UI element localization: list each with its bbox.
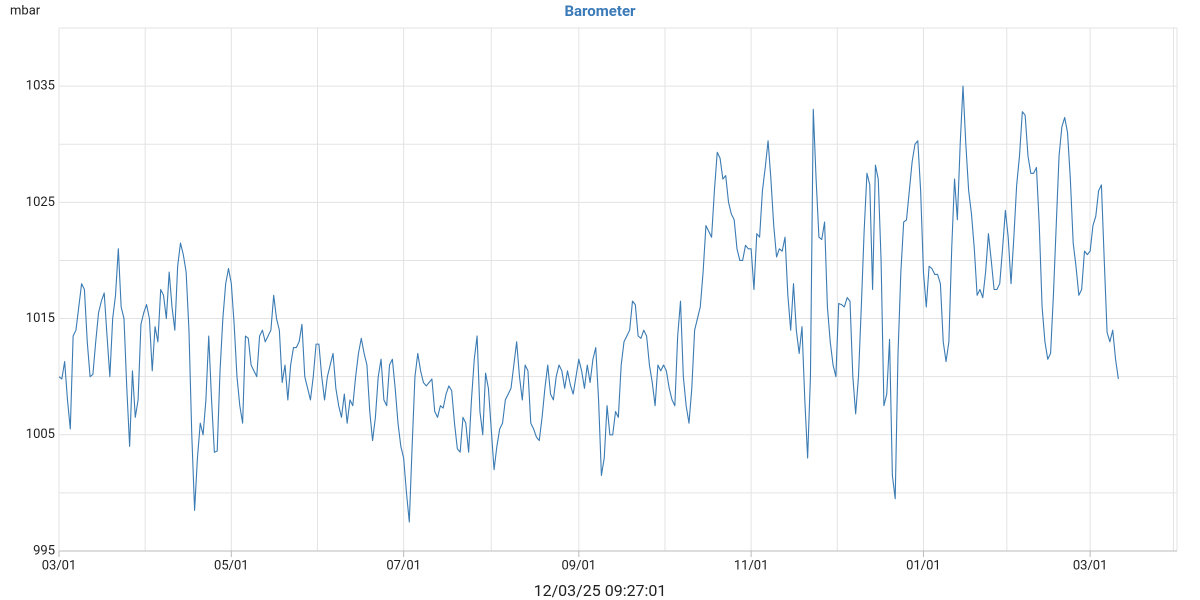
y-tick-label: 1035	[26, 79, 55, 94]
chart-title: Barometer	[564, 2, 636, 20]
data-line	[58, 85, 1119, 523]
x-tick-label: 05/01	[214, 558, 249, 573]
y-tick-label: 1025	[26, 195, 55, 210]
x-tick-label: 03/01	[42, 558, 77, 573]
y-tick-label: 1015	[26, 311, 55, 326]
y-axis-label: mbar	[10, 3, 41, 18]
x-tick-label: 03/01	[1073, 558, 1108, 573]
x-tick-label: 09/01	[562, 558, 597, 573]
x-tick-label: 01/01	[906, 558, 941, 573]
x-tick-label: 11/01	[734, 558, 769, 573]
x-tick-label: 07/01	[386, 558, 421, 573]
timestamp: 12/03/25 09:27:01	[534, 581, 667, 600]
y-tick-label: 1005	[26, 427, 55, 442]
y-tick-label: 995	[33, 543, 55, 558]
